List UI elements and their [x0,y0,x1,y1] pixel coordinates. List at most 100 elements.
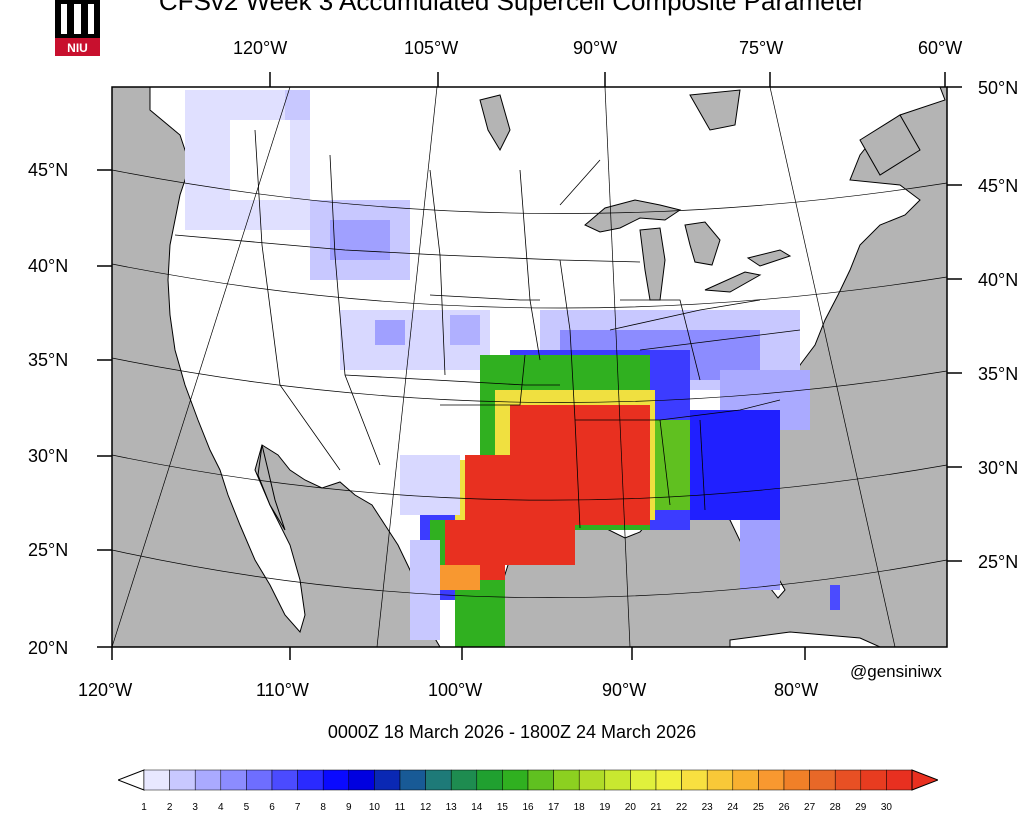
colorbar-swatch [604,769,631,791]
colorbar-tick-label: 26 [778,802,790,813]
bottom-lon-label: 90°W [602,680,647,700]
left-lat-label: 30°N [28,446,69,466]
colorbar-swatch [450,769,478,791]
top-lon-label: 105°W [404,38,459,58]
left-lat-label: 20°N [28,638,69,658]
colorbar-swatch [374,769,401,791]
bottom-lon-label: 80°W [774,680,819,700]
colorbar-tick-label: 2 [166,802,173,813]
date-range: 0000Z 18 March 2026 - 1800Z 24 March 202… [327,722,697,742]
colorbar-swatch [706,769,734,791]
colorbar-tick-label: 1 [141,802,147,813]
colorbar-swatch [297,769,324,791]
niu-logo: NIU [55,0,100,56]
right-lat-label: 35°N [978,364,1019,384]
colorbar-swatch [886,769,913,791]
colorbar-tick-label: 12 [420,802,432,813]
state-borders [174,129,801,529]
map-frame [111,86,948,648]
colorbar-tick-label: 30 [880,802,892,813]
colorbar-tick-label: 25 [752,802,764,813]
colorbar-swatch [527,769,554,791]
lake-huron [684,221,721,266]
colorbar-tick-label: 10 [368,802,380,813]
colorbar-tick-label: 5 [243,802,250,813]
lake-erie [704,271,762,293]
colorbar-swatch [553,769,580,791]
colorbar-tick-label: 19 [599,802,611,813]
left-lat-label: 45°N [28,160,69,180]
colorbar-tick-label: 13 [445,802,457,813]
colorbar [118,769,938,791]
colorbar-tick-label: 29 [855,802,867,813]
credit-label: @gensiniwx [850,662,942,681]
left-lat-label: 25°N [28,540,69,560]
colorbar-swatch [630,769,657,791]
top-lon-label: 75°W [739,38,784,58]
colorbar-swatch [271,769,298,791]
colorbar-tick-label: 11 [394,802,406,813]
colorbar-swatch [783,769,810,791]
lake-winnipeg [479,94,511,152]
colorbar-swatch [348,769,375,791]
colorbar-tick-label: 9 [346,802,352,813]
lake-superior [584,199,682,233]
right-lat-label: 45°N [978,176,1019,196]
colorbar-swatch [322,769,350,791]
colorbar-swatch [655,769,682,791]
map-title: CFSv2 Week 3 Accumulated Supercell Compo… [158,0,866,16]
colorbar-tick-label: 17 [548,802,560,813]
left-lat-label: 35°N [28,350,69,370]
colorbar-swatch [502,769,529,791]
graticule [112,87,947,647]
colorbar-tick-label: 15 [496,802,508,813]
colorbar-swatch [860,769,887,791]
right-lat-label: 40°N [978,270,1019,290]
colorbar-swatch [578,769,606,791]
left-lat-label: 40°N [28,256,69,276]
colorbar-swatch [758,769,785,791]
colorbar-swatch [194,769,222,791]
colorbar-swatch [476,769,503,791]
colorbar-swatch [143,769,170,791]
colorbar-tick-label: 6 [269,802,275,813]
right-lat-label: 25°N [978,552,1019,572]
top-lon-label: 60°W [918,38,963,58]
colorbar-tick-label: 27 [804,802,816,813]
colorbar-swatch [732,769,759,791]
colorbar-tick-label: 18 [573,802,585,813]
axis-ticks [97,72,962,660]
right-lat-label: 30°N [978,458,1019,478]
bottom-lon-label: 110°W [256,680,309,700]
colorbar-tick-label: 8 [320,802,326,813]
colorbar-tick-label: 28 [829,802,841,813]
colorbar-swatch [681,769,708,791]
right-lat-label: 50°N [978,78,1019,98]
colorbar-tick-label: 7 [294,802,301,813]
lake-ontario [746,249,792,267]
colorbar-tick-label: 14 [471,802,483,813]
colorbar-swatch [425,769,452,791]
colorbar-swatch [809,769,836,791]
colorbar-swatch [834,769,862,791]
colorbar-swatch [246,769,273,791]
colorbar-swatch [169,769,196,791]
bottom-lon-label: 100°W [428,680,483,700]
svg-text:NIU: NIU [67,41,88,55]
top-lon-label: 120°W [233,38,288,58]
gulf-st-lawrence [859,114,921,176]
colorbar-tick-label: 20 [624,802,636,813]
colorbar-tick-label: 21 [650,802,662,813]
colorbar-tick-label: 23 [701,802,713,813]
colorbar-tick-label: 24 [727,802,739,813]
cuba [729,631,881,647]
colorbar-swatch [399,769,426,791]
colorbar-tick-label: 4 [218,802,224,813]
colorbar-tick-label: 16 [522,802,534,813]
colorbar-tick-label: 22 [676,802,688,813]
colorbar-under-triangle [118,769,145,791]
hudson-bay [689,89,741,131]
bottom-lon-label: 120°W [78,680,133,700]
colorbar-tick-label: 3 [192,802,198,813]
